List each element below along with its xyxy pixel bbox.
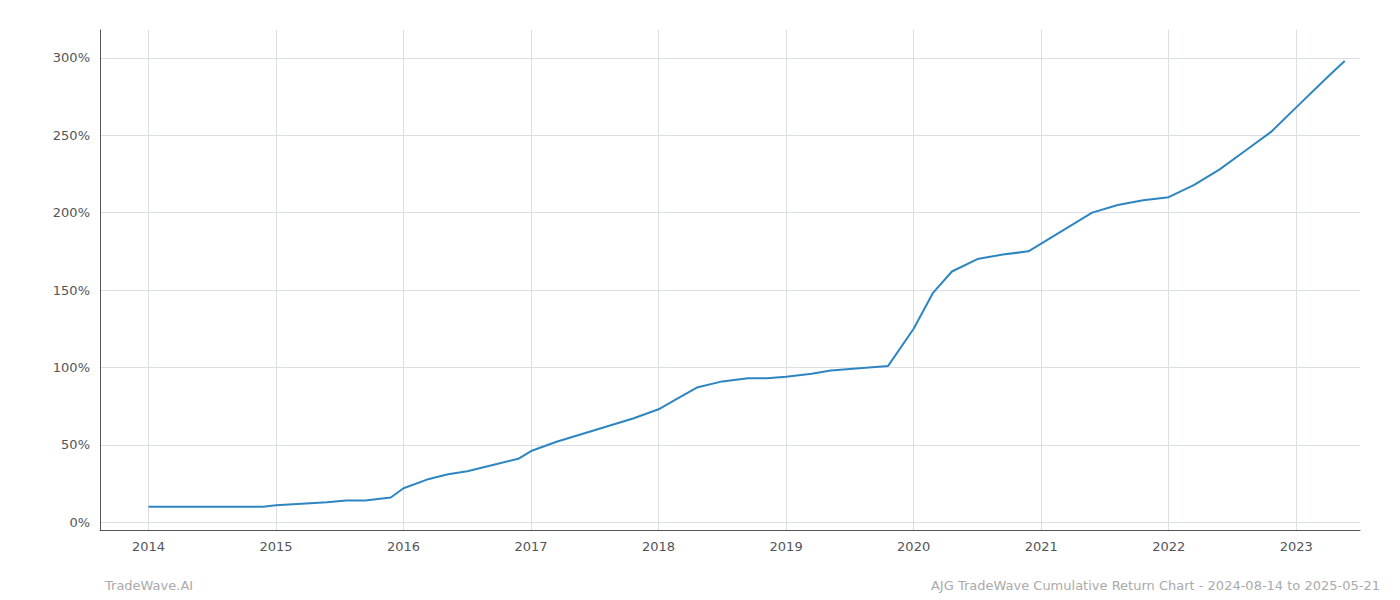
svg-text:50%: 50% (61, 437, 90, 452)
svg-text:2015: 2015 (259, 539, 292, 554)
svg-text:TradeWave.AI: TradeWave.AI (104, 578, 193, 593)
svg-text:150%: 150% (53, 283, 90, 298)
svg-text:200%: 200% (53, 205, 90, 220)
svg-text:2023: 2023 (1280, 539, 1313, 554)
svg-text:2018: 2018 (642, 539, 675, 554)
svg-text:2014: 2014 (132, 539, 165, 554)
svg-text:100%: 100% (53, 360, 90, 375)
svg-text:2020: 2020 (897, 539, 930, 554)
svg-text:2017: 2017 (515, 539, 548, 554)
svg-text:2021: 2021 (1025, 539, 1058, 554)
svg-text:AJG TradeWave Cumulative Retur: AJG TradeWave Cumulative Return Chart - … (931, 578, 1380, 593)
svg-text:2022: 2022 (1152, 539, 1185, 554)
svg-text:2016: 2016 (387, 539, 420, 554)
svg-text:300%: 300% (53, 50, 90, 65)
svg-text:0%: 0% (69, 515, 90, 530)
svg-text:250%: 250% (53, 128, 90, 143)
svg-text:2019: 2019 (770, 539, 803, 554)
